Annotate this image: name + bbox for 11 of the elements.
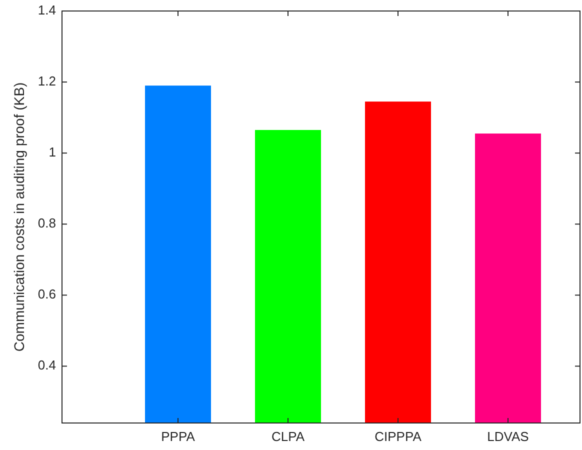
x-tick-label: CIPPPA <box>374 429 422 444</box>
y-axis-title: Communication costs in auditing proof (KB) <box>11 82 27 352</box>
y-tick-label: 1 <box>48 144 56 160</box>
x-tick-label: CLPA <box>272 429 305 444</box>
y-tick-label: 0.4 <box>38 358 56 373</box>
y-tick-label: 1.4 <box>38 2 56 18</box>
y-tick-label: 0.6 <box>38 286 56 302</box>
y-tick-label: 1.2 <box>38 73 56 88</box>
y-tick-label: 0.8 <box>38 216 56 231</box>
x-tick-label: PPPA <box>161 429 196 444</box>
x-tick-label: LDVAS <box>487 429 530 444</box>
